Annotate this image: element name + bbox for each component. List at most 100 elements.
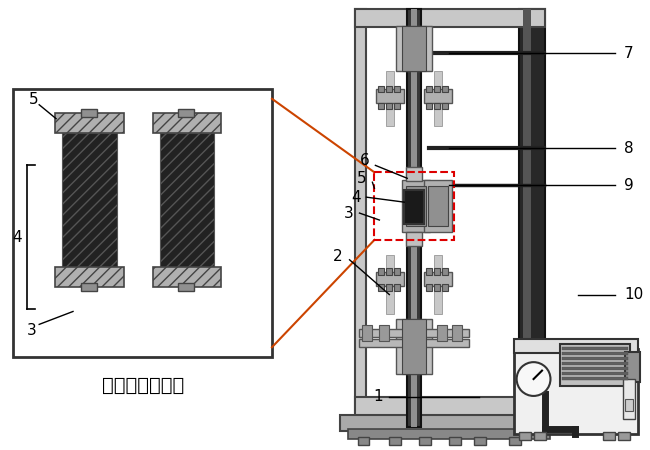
Bar (395, 268, 400, 274)
Bar (437, 325, 447, 341)
Text: 2: 2 (333, 249, 343, 264)
Text: 3: 3 (344, 206, 354, 220)
Bar (179, 283, 194, 291)
Bar (534, 432, 545, 440)
Bar (374, 172, 454, 240)
Bar (618, 432, 630, 440)
Bar (386, 255, 395, 315)
Bar (434, 103, 440, 109)
Bar (354, 397, 545, 419)
Bar (55, 267, 124, 287)
Bar (434, 268, 440, 274)
Bar (424, 180, 452, 232)
Bar (376, 89, 404, 103)
Bar (434, 86, 440, 92)
Bar (623, 379, 635, 419)
Circle shape (517, 362, 551, 396)
Text: 9: 9 (624, 178, 634, 193)
Bar (408, 9, 421, 427)
Bar (625, 352, 640, 382)
Bar (378, 86, 384, 92)
Text: 6: 6 (359, 153, 369, 168)
Bar (359, 339, 469, 347)
Bar (519, 9, 545, 422)
Text: 加工区域放大图: 加工区域放大图 (101, 375, 184, 395)
Bar (386, 268, 393, 274)
Bar (428, 186, 448, 226)
Text: 4: 4 (351, 189, 361, 205)
Bar (562, 362, 628, 365)
Bar (153, 112, 221, 133)
Bar (386, 71, 395, 126)
Bar (449, 436, 461, 445)
Bar (406, 186, 426, 226)
Bar (562, 357, 628, 360)
Bar (179, 109, 194, 117)
Text: 10: 10 (624, 287, 644, 302)
Bar (426, 103, 432, 109)
Bar (452, 325, 462, 341)
Bar (386, 86, 393, 92)
Text: 8: 8 (624, 141, 634, 156)
Bar (442, 103, 448, 109)
Bar (434, 284, 440, 291)
Bar (411, 9, 417, 427)
Bar (358, 436, 369, 445)
Bar (514, 349, 638, 434)
Bar (426, 284, 432, 291)
Bar (81, 109, 97, 117)
Bar (378, 103, 384, 109)
Bar (153, 267, 221, 287)
Bar (562, 372, 628, 375)
Bar (442, 86, 448, 92)
Bar (404, 190, 424, 224)
Bar (424, 89, 452, 103)
Bar (81, 283, 97, 291)
Bar (55, 112, 124, 133)
Bar (562, 367, 628, 370)
Bar (376, 272, 404, 286)
Bar (386, 284, 393, 291)
Bar (159, 133, 214, 267)
Bar (380, 325, 389, 341)
Bar (424, 272, 452, 286)
Bar (442, 268, 448, 274)
Bar (402, 180, 430, 232)
Bar (378, 268, 384, 274)
Bar (354, 9, 545, 27)
Bar (474, 436, 486, 445)
Text: 4: 4 (12, 230, 22, 245)
Bar (378, 284, 384, 291)
Bar (514, 339, 638, 353)
Bar (560, 344, 630, 386)
Bar (434, 255, 442, 315)
Bar (562, 347, 628, 350)
Bar (386, 103, 393, 109)
Bar (406, 232, 422, 246)
Bar (562, 352, 628, 355)
Text: 5: 5 (357, 171, 367, 186)
Bar (519, 432, 530, 440)
Bar (396, 26, 432, 71)
Bar (442, 284, 448, 291)
Bar (402, 320, 426, 374)
Bar (395, 284, 400, 291)
Bar (603, 432, 615, 440)
Bar (402, 26, 426, 71)
Bar (395, 86, 400, 92)
Bar (348, 429, 551, 439)
Bar (419, 436, 431, 445)
Bar (389, 436, 401, 445)
Bar (562, 377, 628, 380)
Text: 3: 3 (27, 323, 36, 338)
Bar (625, 399, 633, 411)
Bar (396, 320, 432, 374)
Bar (62, 133, 117, 267)
Bar (406, 167, 422, 181)
Bar (14, 89, 272, 357)
Text: 7: 7 (624, 45, 634, 61)
Text: 1: 1 (374, 389, 383, 405)
Bar (339, 415, 558, 431)
Bar (509, 436, 521, 445)
Bar (434, 71, 442, 126)
